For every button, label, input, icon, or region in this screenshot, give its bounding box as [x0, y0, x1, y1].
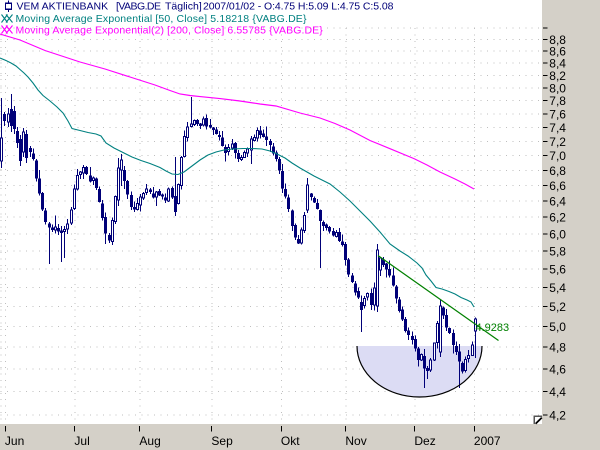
svg-text:Sep: Sep: [211, 434, 233, 448]
svg-text:5,4: 5,4: [549, 281, 566, 295]
svg-text:7,4: 7,4: [549, 121, 566, 135]
svg-text:6,2: 6,2: [549, 211, 566, 225]
svg-text:8,0: 8,0: [549, 81, 566, 95]
svg-text:Nov: Nov: [345, 434, 366, 448]
svg-text:6,4: 6,4: [549, 195, 566, 209]
svg-text:Aug: Aug: [139, 434, 160, 448]
svg-text:4,2: 4,2: [549, 409, 566, 423]
svg-text:5,0: 5,0: [549, 320, 566, 334]
svg-text:6,8: 6,8: [549, 164, 566, 178]
svg-text:2007: 2007: [474, 434, 501, 448]
svg-text:5,8: 5,8: [549, 245, 566, 259]
svg-text:7,2: 7,2: [549, 135, 566, 149]
svg-text:Moving Average Exponential(2): Moving Average Exponential(2) [200, Clos…: [16, 25, 324, 37]
svg-text:2007/01/02 - O:4.75 H:5.09 L:4: 2007/01/02 - O:4.75 H:5.09 L:4.75 C:5.08: [203, 1, 394, 13]
svg-text:7,8: 7,8: [549, 94, 566, 108]
svg-text:8,2: 8,2: [549, 69, 566, 83]
svg-text:7,6: 7,6: [549, 107, 566, 121]
svg-text:Täglich]: Täglich]: [165, 1, 202, 13]
svg-text:6,0: 6,0: [549, 227, 566, 241]
svg-text:8,6: 8,6: [549, 45, 566, 59]
svg-text:8,4: 8,4: [549, 57, 566, 71]
svg-text:Dez: Dez: [414, 434, 435, 448]
svg-text:6,6: 6,6: [549, 179, 566, 193]
svg-text:Okt: Okt: [281, 434, 300, 448]
svg-text:5,6: 5,6: [549, 262, 566, 276]
svg-text:4,8: 4,8: [549, 341, 566, 355]
svg-text:[VABG.DE: [VABG.DE: [116, 1, 161, 13]
svg-text:Jun: Jun: [5, 434, 24, 448]
svg-text:4.9283: 4.9283: [476, 322, 510, 334]
svg-text:VEM AKTIENBANK: VEM AKTIENBANK: [17, 1, 109, 13]
svg-text:Moving Average Exponential [50: Moving Average Exponential [50, Close] 5…: [16, 13, 307, 25]
svg-text:7,0: 7,0: [549, 149, 566, 163]
svg-text:4,6: 4,6: [549, 362, 566, 376]
svg-text:5,2: 5,2: [549, 300, 566, 314]
svg-text:Jul: Jul: [74, 434, 89, 448]
svg-text:8,8: 8,8: [549, 33, 566, 47]
svg-text:4,4: 4,4: [549, 385, 566, 399]
